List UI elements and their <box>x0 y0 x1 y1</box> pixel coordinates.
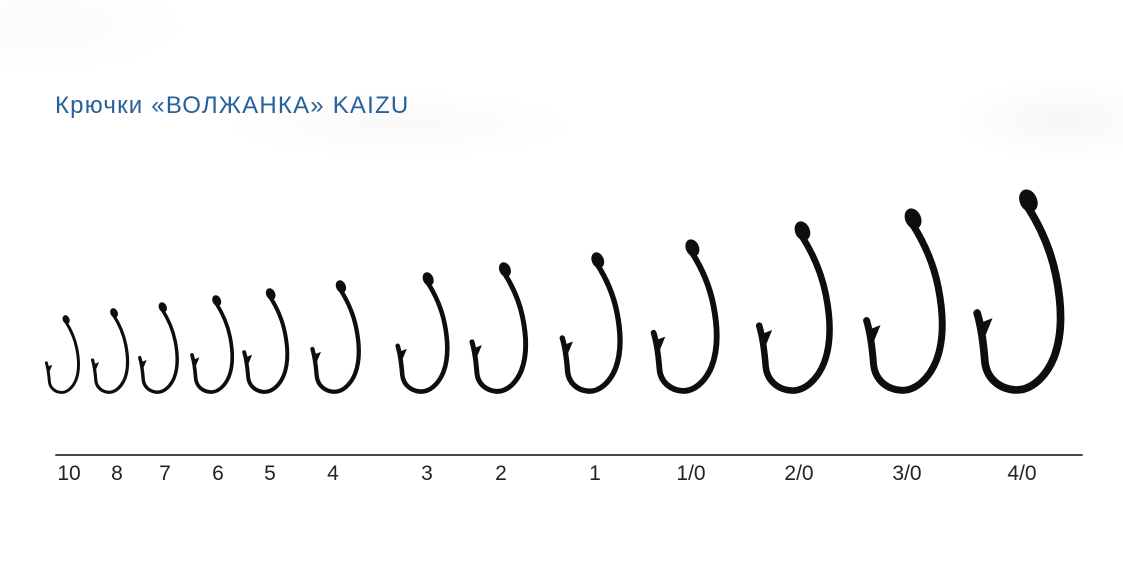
size-label-2: 2 <box>495 462 507 485</box>
size-label-10: 10 <box>57 462 81 485</box>
fish-hook-size-8 <box>90 308 129 394</box>
size-label-4: 4 <box>327 462 339 485</box>
size-label-3: 3 <box>421 462 433 485</box>
page-title: Крючки «ВОЛЖАНКА» KAIZU <box>55 92 410 119</box>
fish-hook-size-3 <box>394 272 455 394</box>
size-label-2-0: 2/0 <box>784 462 814 485</box>
fish-hook-size-7 <box>138 302 179 394</box>
size-label-8: 8 <box>111 462 123 485</box>
size-label-7: 7 <box>159 462 171 485</box>
size-label-6: 6 <box>212 462 224 485</box>
fish-hook-size-2 <box>468 262 534 394</box>
fish-hook-size-10 <box>45 315 81 394</box>
fish-hook-size-1 <box>558 252 629 394</box>
size-label-5: 5 <box>264 462 276 485</box>
size-label-1: 1 <box>589 462 601 485</box>
size-label-1-0: 1/0 <box>676 462 706 485</box>
size-label-4-0: 4/0 <box>1007 462 1037 485</box>
fish-hook-size-3-0 <box>861 208 954 394</box>
fish-hook-size-1-0 <box>649 239 727 394</box>
fish-hook-size-4 <box>309 280 366 394</box>
fish-hook-size-6 <box>190 295 235 394</box>
fish-hook-size-2-0 <box>754 221 841 394</box>
size-scale-line <box>55 454 1083 456</box>
fish-hook-size-4-0 <box>971 189 1074 394</box>
size-label-3-0: 3/0 <box>892 462 922 485</box>
fish-hook-size-5 <box>241 288 289 394</box>
